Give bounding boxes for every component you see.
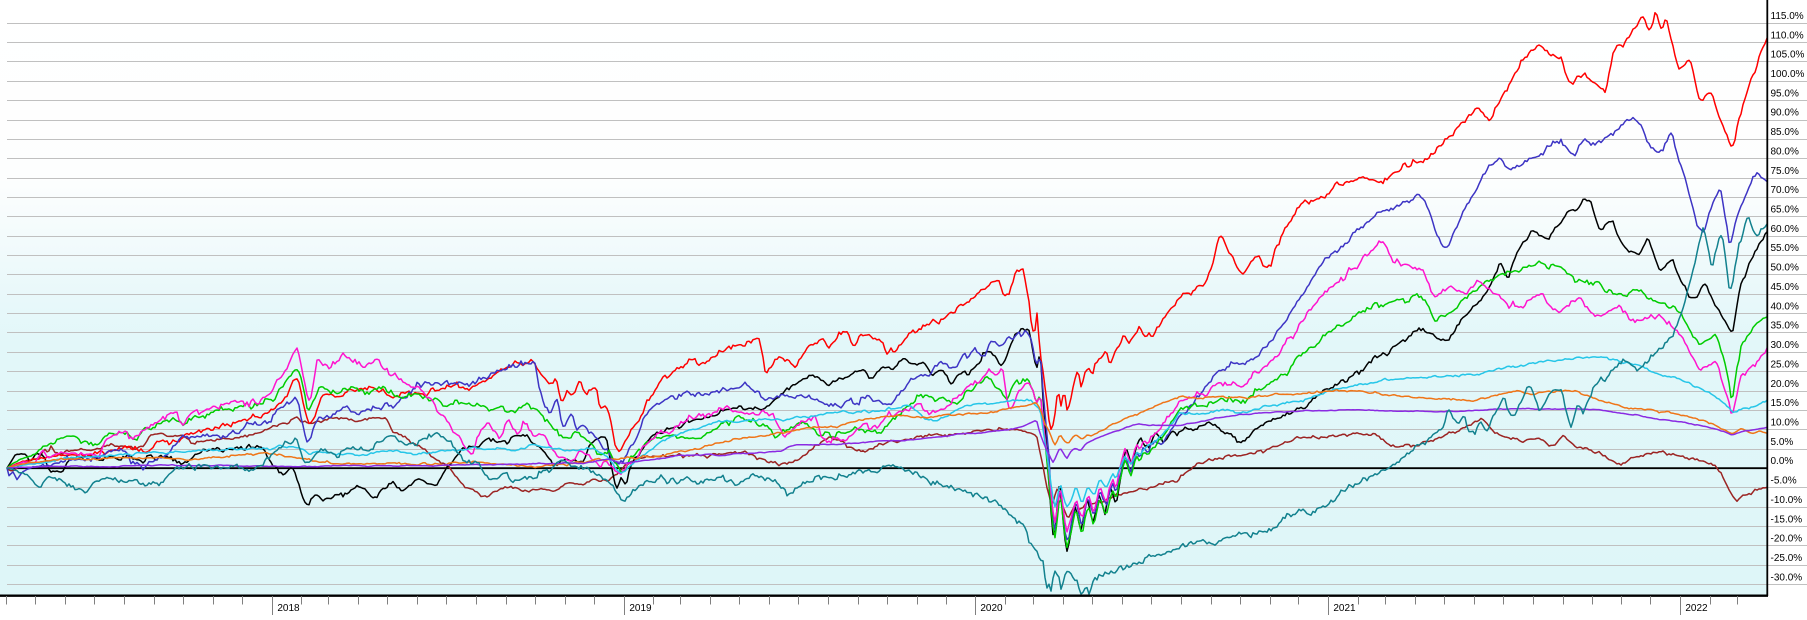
svg-text:75.0%: 75.0% [1771,166,1799,177]
svg-text:2022: 2022 [1685,603,1708,614]
svg-text:-10.0%: -10.0% [1771,495,1803,506]
svg-text:2019: 2019 [629,603,652,614]
svg-text:2020: 2020 [980,603,1003,614]
svg-text:115.0%: 115.0% [1771,11,1804,22]
svg-text:95.0%: 95.0% [1771,88,1799,99]
svg-text:100.0%: 100.0% [1771,69,1805,80]
svg-text:25.0%: 25.0% [1771,359,1799,370]
svg-text:60.0%: 60.0% [1771,224,1799,235]
svg-text:35.0%: 35.0% [1771,321,1799,332]
svg-text:90.0%: 90.0% [1771,108,1799,119]
svg-text:80.0%: 80.0% [1771,146,1799,157]
svg-text:-30.0%: -30.0% [1771,572,1803,583]
svg-text:30.0%: 30.0% [1771,340,1799,351]
svg-text:50.0%: 50.0% [1771,263,1799,274]
svg-text:10.0%: 10.0% [1771,418,1799,429]
svg-text:2021: 2021 [1333,603,1356,614]
svg-text:20.0%: 20.0% [1771,379,1799,390]
svg-text:105.0%: 105.0% [1771,50,1805,61]
svg-text:-5.0%: -5.0% [1771,476,1797,487]
svg-text:55.0%: 55.0% [1771,243,1799,254]
svg-text:65.0%: 65.0% [1771,205,1799,216]
svg-text:2018: 2018 [277,603,300,614]
svg-text:-20.0%: -20.0% [1771,534,1803,545]
svg-text:0.0%: 0.0% [1771,456,1794,467]
svg-text:40.0%: 40.0% [1771,301,1799,312]
svg-text:15.0%: 15.0% [1771,398,1799,409]
svg-text:110.0%: 110.0% [1771,30,1804,41]
svg-text:85.0%: 85.0% [1771,127,1799,138]
svg-text:-15.0%: -15.0% [1771,514,1803,525]
svg-text:45.0%: 45.0% [1771,282,1799,293]
svg-text:-25.0%: -25.0% [1771,553,1803,564]
svg-text:70.0%: 70.0% [1771,185,1799,196]
svg-text:5.0%: 5.0% [1771,437,1794,448]
